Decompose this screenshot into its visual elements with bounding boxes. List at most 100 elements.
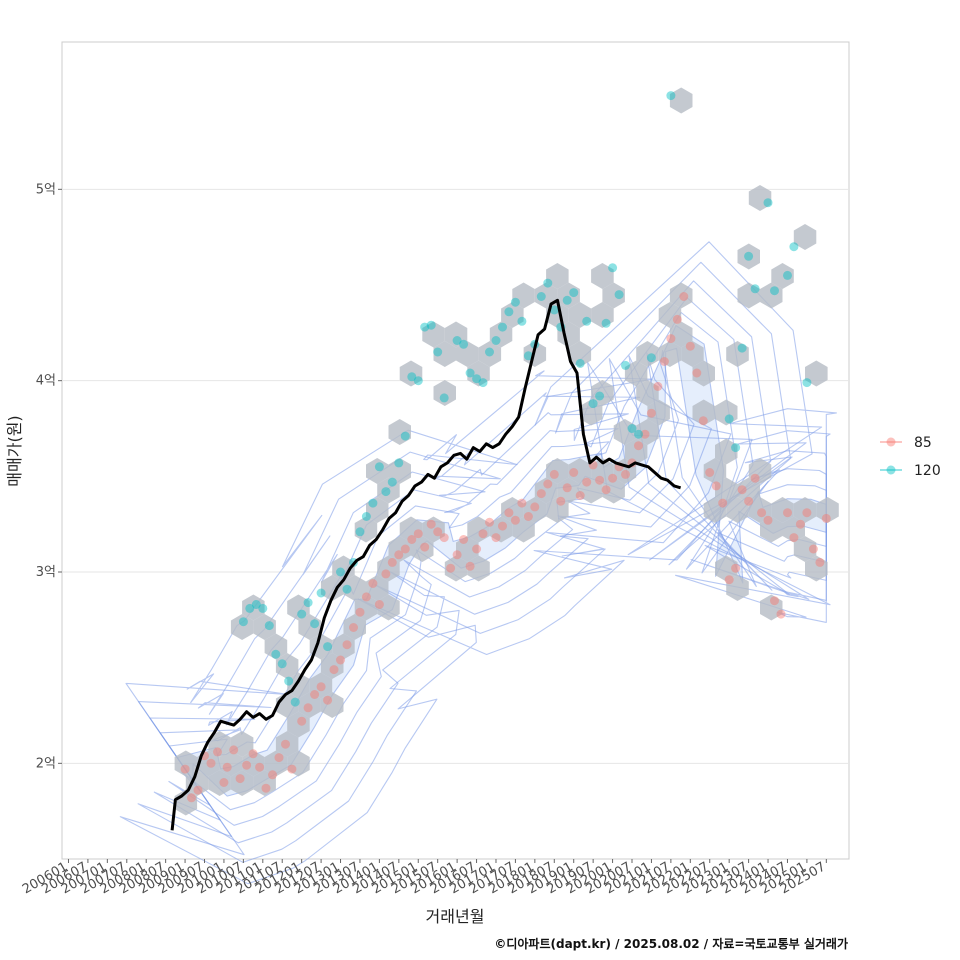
- hexbin-cell: [760, 516, 783, 543]
- point-85: [543, 479, 553, 489]
- point-120: [737, 343, 747, 353]
- hexbin-cell: [242, 750, 265, 777]
- point-85: [763, 515, 773, 525]
- point-85: [261, 783, 271, 793]
- point-85: [323, 695, 333, 705]
- hexbin-cell: [366, 575, 389, 601]
- point-120: [582, 316, 592, 326]
- point-85: [213, 747, 222, 757]
- point-120: [666, 91, 676, 101]
- hexbin-cell: [602, 282, 625, 309]
- hexbin-cell: [715, 555, 738, 582]
- hexbin-cell: [636, 380, 659, 406]
- point-85: [776, 609, 786, 619]
- point-120: [264, 621, 274, 631]
- point-85: [242, 760, 252, 770]
- point-85: [498, 521, 507, 531]
- point-120: [763, 198, 773, 208]
- point-85: [783, 508, 792, 518]
- point-120: [478, 378, 488, 388]
- hexbin-cell: [174, 750, 198, 777]
- hexbin-cell: [557, 477, 580, 504]
- point-85: [452, 550, 462, 560]
- hexbin-cell: [366, 497, 389, 523]
- hexbin-cell: [523, 497, 547, 523]
- hexbin-cell: [793, 497, 817, 523]
- point-85: [705, 468, 715, 477]
- point-85: [731, 563, 741, 573]
- point-120: [588, 399, 598, 409]
- hexbin-cell: [636, 341, 659, 367]
- point-85: [433, 527, 443, 537]
- legend-label-120: 120: [914, 463, 941, 479]
- hexbin-cell: [613, 419, 637, 445]
- point-85: [672, 314, 682, 324]
- point-120: [575, 358, 585, 368]
- hexbin-cell: [388, 419, 411, 445]
- point-120: [355, 527, 365, 537]
- point-120: [310, 619, 320, 629]
- hexbin-cell: [320, 692, 344, 718]
- x-axis-ticks: 2006012006072007012007072008012008072009…: [20, 859, 828, 897]
- point-85: [711, 481, 721, 491]
- point-85: [737, 485, 747, 495]
- point-85: [180, 764, 190, 774]
- point-85: [634, 441, 643, 451]
- hexbin-cell: [737, 282, 760, 309]
- hexbin-cell: [748, 497, 772, 523]
- hexbin-cell: [715, 438, 738, 465]
- hexbin-cell: [692, 360, 715, 387]
- point-85: [575, 491, 585, 500]
- hexbin-cell: [377, 594, 400, 621]
- point-85: [640, 429, 650, 439]
- point-120: [271, 649, 281, 659]
- point-120: [439, 393, 449, 403]
- hexbin-cell: [433, 380, 456, 406]
- trend-line: [170, 298, 682, 831]
- hexbin-cell: [230, 614, 254, 640]
- point-120: [536, 292, 546, 301]
- hexbin-cell: [782, 516, 805, 543]
- point-85: [556, 496, 566, 506]
- point-120: [601, 318, 611, 328]
- point-120: [770, 286, 779, 296]
- hexbin-cell: [715, 477, 738, 504]
- point-85: [815, 557, 825, 567]
- y-tick-label: 3억: [36, 565, 56, 580]
- point-120: [413, 376, 423, 386]
- hexbin-cell: [703, 497, 727, 523]
- hexbin-cell: [343, 575, 366, 601]
- point-85: [235, 774, 245, 784]
- hexbin-cell: [715, 399, 738, 426]
- point-85: [549, 469, 559, 479]
- point-85: [601, 485, 611, 495]
- point-85: [342, 640, 352, 650]
- hexbin-cell: [489, 516, 513, 543]
- point-85: [685, 341, 695, 351]
- point-85: [770, 596, 779, 606]
- point-120: [245, 603, 255, 613]
- point-120: [543, 278, 553, 288]
- point-85: [229, 745, 239, 755]
- hexbin-cell: [298, 692, 321, 718]
- hexbin-cell: [399, 360, 423, 387]
- hexbin-cell: [208, 770, 231, 796]
- hexbin-cell: [793, 536, 817, 562]
- hexbin-cell: [456, 341, 479, 367]
- hexbin-cell: [579, 477, 603, 504]
- hexbin-cell: [422, 516, 445, 543]
- hexbin-cell: [771, 497, 794, 523]
- hexbin-cell: [377, 555, 400, 582]
- point-120: [342, 584, 352, 594]
- hexbin-cell: [287, 594, 310, 621]
- point-85: [530, 502, 540, 512]
- point-120: [336, 567, 345, 577]
- hexbin-cell: [591, 263, 614, 289]
- point-85: [439, 533, 449, 543]
- point-120: [368, 498, 378, 508]
- point-85: [465, 561, 475, 571]
- hexbin-cell: [298, 614, 321, 640]
- point-85: [381, 569, 391, 579]
- point-85: [582, 477, 592, 487]
- point-85: [368, 579, 378, 588]
